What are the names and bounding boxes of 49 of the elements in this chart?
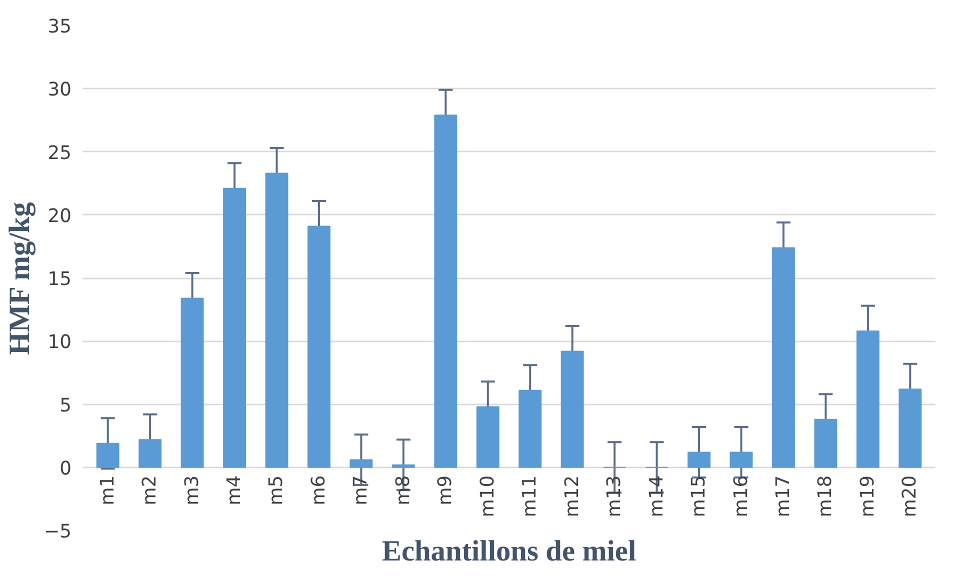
x-tick-label: m5 — [266, 475, 288, 506]
x-tick-label: m11 — [520, 475, 541, 518]
x-tick-label: m15 — [688, 475, 710, 518]
x-tick-label: m18 — [815, 475, 836, 518]
bar — [688, 452, 711, 468]
x-tick-label: m16 — [730, 475, 752, 518]
bar — [180, 298, 204, 468]
y-axis-title: HMF mg/kg — [4, 202, 36, 355]
y-tick-label: 0 — [60, 458, 72, 480]
bar — [856, 330, 880, 468]
bar — [307, 226, 330, 468]
x-tick-label: m7 — [350, 475, 372, 506]
bar — [814, 418, 838, 468]
x-tick-label: m13 — [604, 475, 626, 518]
x-tick-label: m8 — [392, 475, 414, 506]
bar — [223, 188, 246, 468]
y-tick-label: 20 — [48, 206, 72, 227]
bar — [265, 172, 288, 468]
x-axis-title: Echantillons de miel — [382, 536, 636, 568]
x-tick-label: m17 — [772, 475, 794, 518]
bar — [772, 247, 795, 468]
x-tick-label: m2 — [140, 475, 161, 506]
bar — [138, 439, 162, 468]
bar — [730, 452, 753, 468]
y-tick-label: 15 — [48, 269, 72, 290]
y-tick-label: −5 — [44, 522, 72, 542]
x-tick-label: m4 — [224, 475, 246, 506]
x-tick-label: m19 — [857, 475, 878, 518]
y-tick-label: 35 — [48, 16, 72, 38]
bar — [434, 114, 458, 468]
x-tick-label: m10 — [477, 475, 498, 518]
bar — [560, 350, 584, 468]
x-tick-label: m20 — [900, 475, 921, 518]
bar — [898, 388, 922, 468]
y-tick-label: 30 — [48, 80, 72, 101]
y-tick-label: 25 — [48, 142, 72, 164]
x-tick-label: m3 — [182, 475, 203, 506]
bar — [350, 459, 373, 468]
y-tick-label: 10 — [48, 332, 72, 354]
x-tick-label: m1 — [97, 475, 118, 506]
bar — [518, 390, 542, 468]
bar — [96, 442, 120, 468]
x-tick-label: m12 — [562, 475, 583, 518]
x-tick-label: m6 — [308, 475, 330, 506]
bar — [476, 406, 500, 468]
bar — [392, 464, 415, 468]
x-tick-label: m9 — [435, 475, 456, 506]
y-tick-label: 5 — [60, 395, 72, 416]
x-tick-label: m14 — [646, 475, 668, 518]
